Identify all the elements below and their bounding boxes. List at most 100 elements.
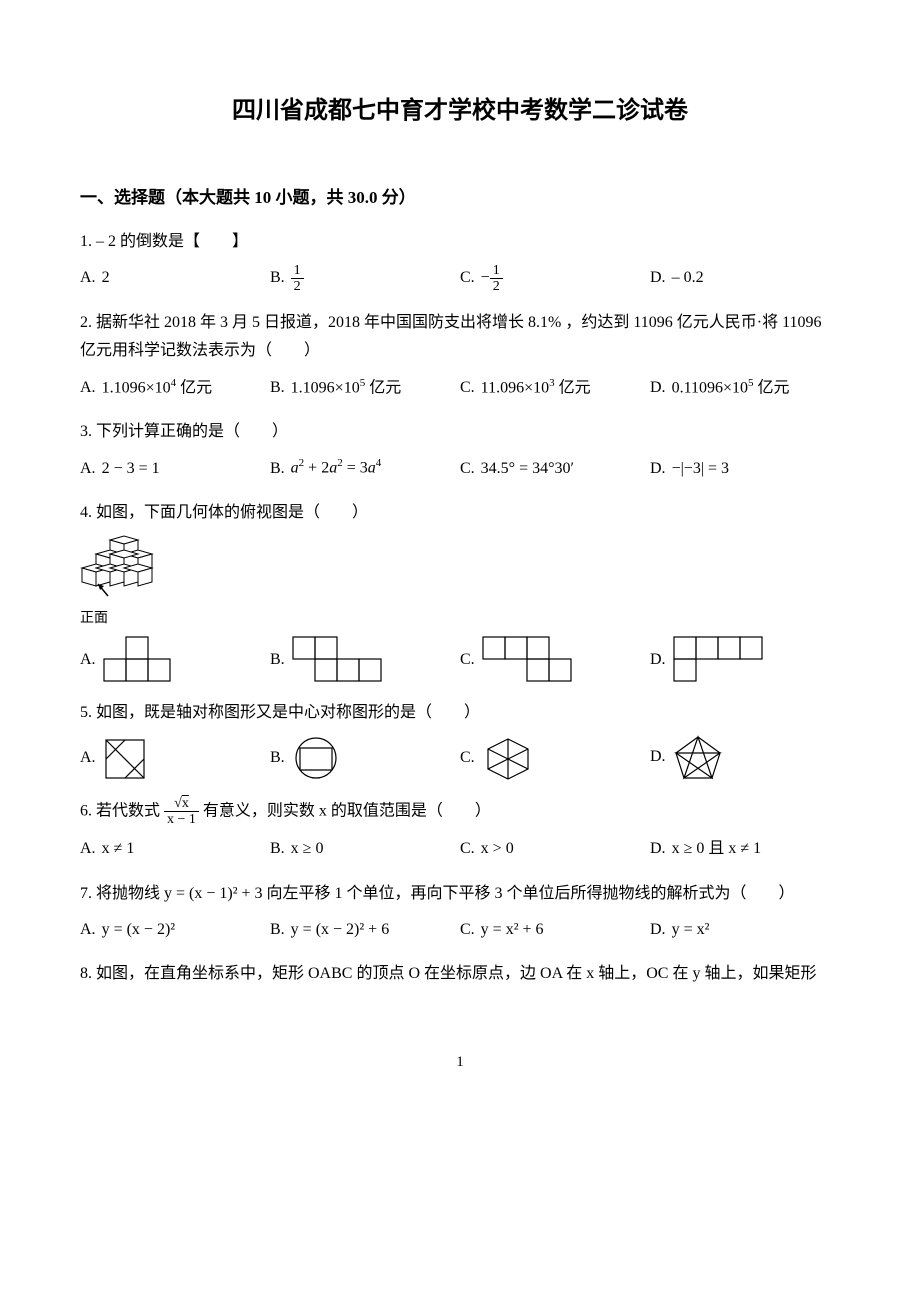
q1-opt-b: B. 1 2 [270, 263, 460, 295]
opt-label: D. [650, 374, 666, 403]
opt-label: A. [80, 916, 96, 945]
q5-opt-b: B. [270, 736, 460, 782]
opt-label: A. [80, 744, 96, 773]
question-7: 7. 将抛物线 y = (x − 1)² + 3 向左平移 1 个单位，再向下平… [80, 880, 840, 909]
opt-value: x ≥ 0 且 x ≠ 1 [672, 835, 762, 864]
fraction: 1 2 [291, 263, 304, 295]
q2-opt-b: B. 1.1096×105 亿元 [270, 372, 460, 404]
fraction: 1 2 [490, 263, 503, 295]
q7-opt-b: B.y = (x − 2)² + 6 [270, 914, 460, 946]
opt-value: x ≠ 1 [102, 835, 135, 864]
q6-text-post: 有意义，则实数 x 的取值范围是（ ） [203, 802, 491, 819]
q3-opt-c: C. 34.5° = 34°30′ [460, 453, 650, 485]
opt-label: D. [650, 455, 666, 484]
question-2: 2. 据新华社 2018 年 3 月 5 日报道，2018 年中国国防支出将增长… [80, 309, 840, 367]
opt-label: C. [460, 374, 475, 403]
exam-title: 四川省成都七中育才学校中考数学二诊试卷 [80, 90, 840, 133]
opt-label: A. [80, 646, 96, 675]
opt-value: 2 [102, 264, 110, 293]
opt-value: y = (x − 2)² [102, 916, 176, 945]
opt-label: A. [80, 455, 96, 484]
minus-sign: − [481, 264, 490, 293]
topview-b-icon [291, 635, 383, 685]
q6-opt-d: D.x ≥ 0 且 x ≠ 1 [650, 834, 840, 866]
q4-opt-c: C. [460, 635, 650, 685]
opt-value: 1.1096×104 亿元 [102, 374, 213, 403]
opt-label: D. [650, 916, 666, 945]
q7-opt-c: C.y = x² + 6 [460, 914, 650, 946]
opt-label: D. [650, 646, 666, 675]
opt-value: x > 0 [481, 835, 514, 864]
q2-opt-a: A. 1.1096×104 亿元 [80, 372, 270, 404]
symmetry-d-icon [672, 734, 724, 782]
symmetry-c-icon [481, 736, 535, 782]
section-1-heading: 一、选择题（本大题共 10 小题，共 30.0 分） [80, 183, 840, 214]
opt-label: B. [270, 646, 285, 675]
opt-value: – 0.2 [672, 264, 704, 293]
q3-options: A. 2 − 3 = 1 B. a2 + 2a2 = 3a4 C. 34.5° … [80, 453, 840, 485]
question-5: 5. 如图，既是轴对称图形又是中心对称图形的是（ ） [80, 699, 840, 728]
q3-opt-b: B. a2 + 2a2 = 3a4 [270, 453, 460, 485]
opt-label: B. [270, 835, 285, 864]
opt-label: B. [270, 374, 285, 403]
q4-opt-d: D. [650, 635, 840, 685]
q1-opt-d: D. – 0.2 [650, 263, 840, 295]
opt-value: 11.096×103 亿元 [481, 374, 591, 403]
topview-a-icon [102, 635, 172, 685]
opt-value: a2 + 2a2 = 3a4 [291, 454, 382, 483]
q4-solid-figure: 正面 [80, 534, 840, 631]
fraction: √x x − 1 [164, 796, 199, 828]
opt-value: 34.5° = 34°30′ [481, 455, 574, 484]
fraction-num: 1 [490, 263, 503, 279]
q2-options: A. 1.1096×104 亿元 B. 1.1096×105 亿元 C. 11.… [80, 372, 840, 404]
question-8: 8. 如图，在直角坐标系中，矩形 OABC 的顶点 O 在坐标原点，边 OA 在… [80, 960, 840, 989]
opt-value: 2 − 3 = 1 [102, 455, 160, 484]
opt-label: A. [80, 264, 96, 293]
fraction-num: 1 [291, 263, 304, 279]
topview-c-icon [481, 635, 573, 685]
opt-value: −|−3| = 3 [672, 455, 729, 484]
opt-label: C. [460, 264, 475, 293]
opt-value: y = x² + 6 [481, 916, 544, 945]
q2-opt-c: C. 11.096×103 亿元 [460, 372, 650, 404]
opt-label: C. [460, 916, 475, 945]
q4-options: A. B. C. [80, 635, 840, 685]
opt-value: 1.1096×105 亿元 [291, 374, 402, 403]
q6-options: A.x ≠ 1 B.x ≥ 0 C.x > 0 D.x ≥ 0 且 x ≠ 1 [80, 834, 840, 866]
q6-text-pre: 6. 若代数式 [80, 802, 164, 819]
question-3: 3. 下列计算正确的是（ ） [80, 418, 840, 447]
q7-options: A.y = (x − 2)² B.y = (x − 2)² + 6 C.y = … [80, 914, 840, 946]
opt-value: y = (x − 2)² + 6 [291, 916, 390, 945]
q4-opt-b: B. [270, 635, 460, 685]
opt-label: D. [650, 264, 666, 293]
q1-options: A. 2 B. 1 2 C. − 1 2 D. – 0.2 [80, 263, 840, 295]
topview-d-icon [672, 635, 764, 685]
page-number: 1 [80, 1049, 840, 1076]
symmetry-a-icon [102, 736, 148, 782]
isometric-cubes-icon [80, 534, 158, 604]
question-6: 6. 若代数式 √x x − 1 有意义，则实数 x 的取值范围是（ ） [80, 796, 840, 828]
fraction-den: x − 1 [164, 812, 199, 827]
q5-opt-a: A. [80, 736, 270, 782]
q3-opt-a: A. 2 − 3 = 1 [80, 453, 270, 485]
q6-opt-a: A.x ≠ 1 [80, 834, 270, 866]
opt-label: D. [650, 743, 666, 772]
opt-label: B. [270, 264, 285, 293]
opt-label: A. [80, 835, 96, 864]
fraction-den: 2 [490, 279, 503, 294]
fraction-den: 2 [291, 279, 304, 294]
opt-label: C. [460, 646, 475, 675]
q6-opt-c: C.x > 0 [460, 834, 650, 866]
opt-value: y = x² [672, 916, 710, 945]
opt-label: B. [270, 744, 285, 773]
q7-opt-a: A.y = (x − 2)² [80, 914, 270, 946]
opt-label: C. [460, 455, 475, 484]
q2-opt-d: D. 0.11096×105 亿元 [650, 372, 840, 404]
opt-label: C. [460, 744, 475, 773]
q3-opt-d: D. −|−3| = 3 [650, 453, 840, 485]
opt-label: C. [460, 835, 475, 864]
front-label: 正面 [80, 606, 840, 631]
q5-opt-c: C. [460, 736, 650, 782]
opt-label: D. [650, 835, 666, 864]
question-1: 1. – 2 的倒数是【 】 [80, 228, 840, 257]
